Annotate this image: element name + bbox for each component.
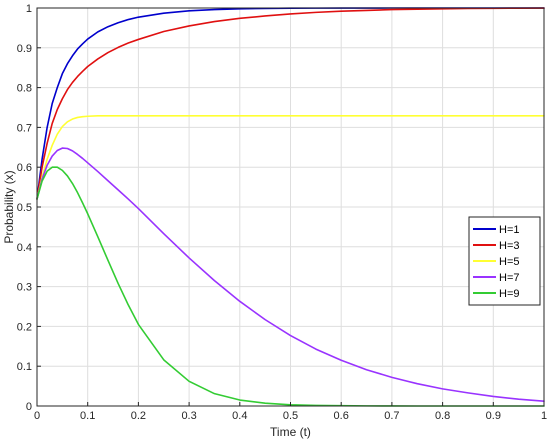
legend-label-4: H=7 [499,272,520,284]
y-tick-label: 0.3 [17,282,32,294]
series-line-4 [36,147,545,403]
x-tick-label: 0 [34,410,40,422]
legend: H=1 H=3 H=5 H=7 H=9 [468,216,541,306]
y-tick-label: 1 [26,3,32,15]
series-line-3 [36,115,545,200]
y-tick-label: 0.8 [17,83,32,95]
x-tick-label: 0.7 [384,410,399,422]
x-tick-label: 0.3 [181,410,196,422]
x-tick-label: 0.5 [283,410,298,422]
y-axis-ticks: 0 0.1 0.2 0.3 0.4 0.5 0.6 0.7 0.8 0.9 1 [17,3,41,413]
legend-label-3: H=5 [499,256,520,268]
legend-label-5: H=9 [499,288,520,300]
y-tick-label: 0.5 [17,202,32,214]
x-tick-label: 0.4 [232,410,247,422]
x-axis-label: Time (t) [270,425,311,439]
x-tick-label: 0.2 [131,410,146,422]
legend-label-1: H=1 [499,224,520,236]
y-tick-label: 0.2 [17,321,32,333]
y-tick-label: 0.7 [17,122,32,134]
series-line-2 [36,7,545,200]
x-tick-label: 0.6 [334,410,349,422]
y-tick-label: 0.4 [17,242,32,254]
legend-label-2: H=3 [499,240,520,252]
y-tick-label: 0.9 [17,43,32,55]
x-tick-label: 0.9 [486,410,501,422]
y-tick-label: 0.6 [17,162,32,174]
y-tick-label: 0.1 [17,361,32,373]
y-tick-label: 0 [26,401,32,413]
x-tick-label: 1 [541,410,547,422]
y-axis-label: Probability (x) [2,170,16,243]
x-tick-label: 0.8 [435,410,450,422]
x-tick-label: 0.1 [80,410,95,422]
x-axis-ticks: 0 0.1 0.2 0.3 0.4 0.5 0.6 0.7 0.8 0.9 1 [34,402,547,422]
